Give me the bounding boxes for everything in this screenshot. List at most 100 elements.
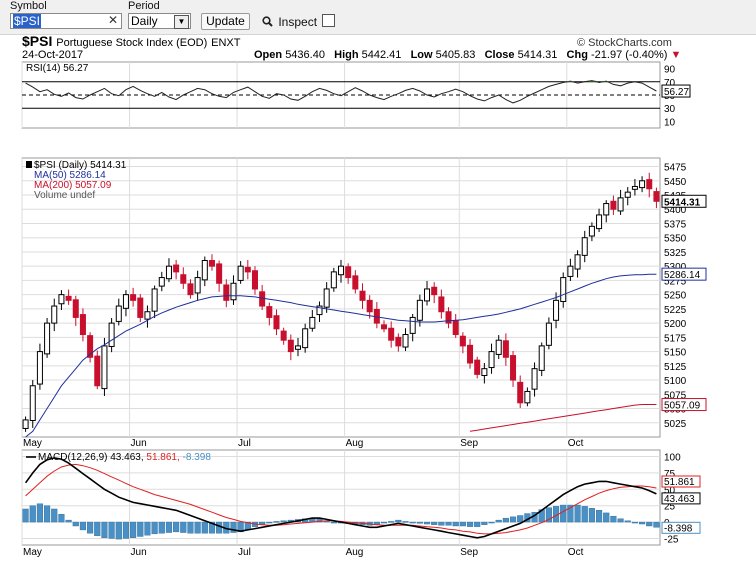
rsi-last-label: 56.27	[664, 87, 689, 98]
macd-hist-bar	[94, 521, 101, 537]
macd-hist-bar	[402, 521, 409, 523]
price-candle-body	[122, 294, 129, 309]
price-candle-body	[194, 277, 201, 294]
price-candle-body	[588, 225, 595, 237]
macd-hist-bar	[36, 503, 43, 523]
chevron-down-icon[interactable]: ▼	[174, 15, 189, 29]
inspect-checkbox[interactable]	[322, 14, 336, 27]
price-candle-body	[438, 296, 445, 313]
macd-legend: MACD(12,26,9) 43.463, 51.861, -8.398	[38, 452, 211, 463]
price-candle-body	[101, 345, 108, 390]
price-candle-body	[201, 259, 208, 281]
price-candle-body	[337, 265, 345, 276]
inspect-label: Inspect	[278, 15, 318, 29]
macd-hist-bar	[58, 514, 65, 523]
clear-icon[interactable]: ✕	[107, 13, 118, 27]
chart-date: 24-Oct-2017	[22, 49, 84, 61]
macd-hist-bar	[416, 521, 423, 524]
macd-hist-bar	[560, 504, 567, 523]
macd-hist-bar	[509, 516, 517, 523]
macd-hist-bar	[488, 521, 495, 524]
macd-hist-bar	[596, 510, 603, 523]
period-select[interactable]: Daily ▼	[128, 13, 191, 29]
price-candle-body	[581, 237, 588, 256]
price-candle-body	[144, 311, 151, 320]
macd-hist-bar	[151, 521, 158, 535]
price-candle-body	[445, 311, 452, 324]
macd-hist-bar	[87, 521, 94, 534]
chg-label: Chg	[566, 49, 588, 61]
macd-hist-bar	[545, 507, 552, 523]
price-candle-body	[165, 265, 172, 280]
macd-hist-bar	[466, 521, 474, 527]
symbol-input[interactable]: $PSI ✕	[10, 13, 122, 29]
ma200-last-label: 5057.09	[664, 401, 701, 412]
price-x-tick-label: May	[23, 438, 42, 449]
price-candle-body	[531, 368, 538, 390]
price-candle-body	[108, 322, 115, 347]
macd-tick-label: 25	[664, 502, 676, 513]
macd-x-tick-label: Oct	[568, 547, 584, 558]
macd-hist-bar	[452, 521, 459, 527]
price-candle-body	[237, 265, 244, 281]
price-candle-body	[474, 359, 481, 375]
macd-legend-part: -8.398	[183, 452, 212, 463]
symbol-label: Symbol	[10, 0, 47, 12]
open-label: Open	[254, 49, 283, 61]
price-tick-label: 5275	[664, 276, 687, 287]
price-candle-body	[280, 330, 287, 341]
macd-hist-bar	[22, 508, 29, 523]
price-candle-body	[646, 179, 653, 190]
price-candle-body	[323, 288, 330, 308]
price-tick-label: 5150	[664, 348, 687, 359]
price-legend-item: MA(200) 5057.09	[34, 180, 112, 191]
macd-legend-part: 51.861,	[146, 452, 182, 463]
macd-hist-last-box	[661, 521, 701, 534]
macd-legend-part: 43.463,	[110, 452, 146, 463]
macd-hist-bar	[280, 520, 287, 523]
update-button[interactable]: Update	[201, 13, 250, 30]
macd-hist-bar	[438, 521, 445, 526]
macd-hist-bar	[567, 504, 574, 523]
price-candle-body	[273, 315, 280, 330]
rsi-line	[25, 79, 657, 104]
price-candle-body	[58, 294, 65, 305]
macd-x-tick-label: Aug	[346, 547, 364, 558]
macd-hist-bar	[29, 505, 36, 523]
macd-hist-bar	[266, 521, 273, 524]
inspect-toggle[interactable]: Inspect	[262, 14, 336, 29]
price-x-tick-label: Aug	[346, 438, 364, 449]
price-candle-body	[173, 264, 180, 273]
macd-hist-bar	[388, 521, 395, 523]
price-tick-label: 5325	[664, 248, 687, 259]
macd-hist-bar	[144, 521, 151, 536]
price-tick-label: 5225	[664, 305, 687, 316]
price-candle-body	[316, 305, 323, 316]
price-candle-body	[502, 340, 509, 358]
price-x-tick-label: Oct	[568, 438, 584, 449]
macd-hist-bar	[208, 521, 216, 534]
price-candle-body	[294, 345, 301, 350]
price-tick-label: 5375	[664, 219, 687, 230]
price-candle-body	[330, 271, 337, 289]
price-candle-body	[639, 180, 646, 189]
price-tick-label: 5075	[664, 390, 687, 401]
macd-hist-bar	[79, 521, 87, 531]
price-x-tick-label: Jun	[131, 438, 147, 449]
price-candle-body	[631, 185, 638, 190]
price-last-box	[661, 194, 707, 208]
price-candle-body	[402, 334, 409, 348]
price-candle-body	[381, 324, 388, 330]
rsi-title: RSI(14) 56.27	[26, 63, 89, 74]
macd-hist-bar	[588, 508, 595, 523]
macd-hist-bar	[108, 521, 115, 539]
price-candle-body	[251, 270, 258, 290]
price-tick-label: 5350	[664, 234, 687, 245]
price-legend-item: Volume undef	[34, 190, 95, 201]
macd-hist-bar	[65, 519, 72, 523]
down-arrow-icon: ▼	[670, 49, 682, 61]
price-candle-body	[596, 214, 603, 230]
macd-hist-bar	[101, 521, 108, 538]
price-candle-body	[481, 368, 488, 377]
